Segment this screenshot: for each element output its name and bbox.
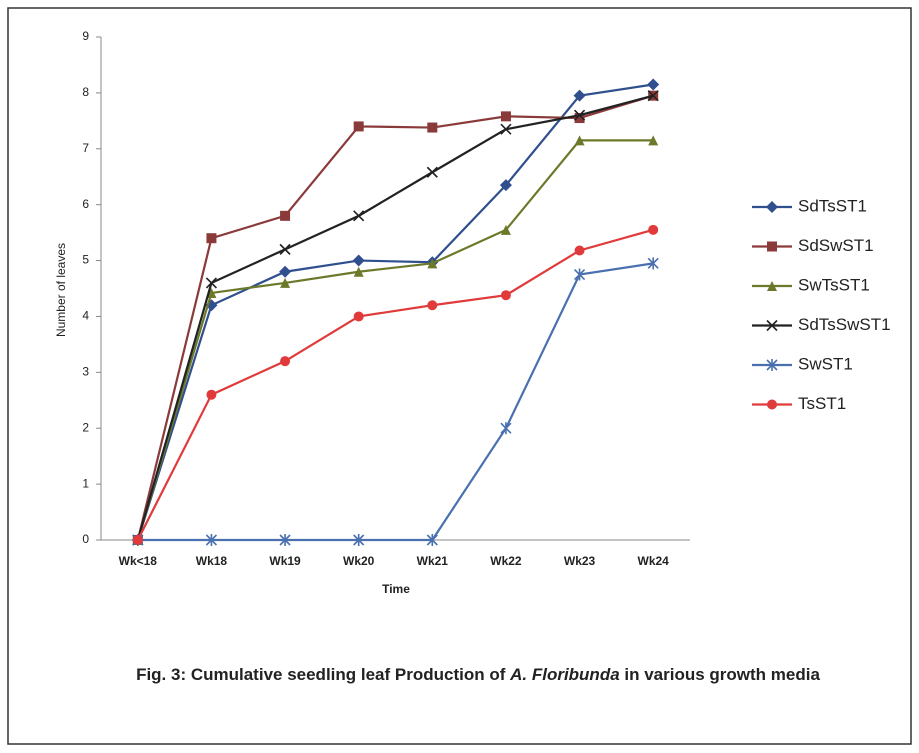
marker (280, 356, 291, 367)
x-tick-label: Wk24 (638, 554, 670, 568)
caption-text: in various growth media (620, 665, 821, 684)
legend-label: SdTsST1 (798, 196, 867, 215)
marker (279, 265, 292, 278)
caption-species: A. Floribunda (509, 665, 620, 684)
marker (766, 201, 778, 213)
series-line (137, 262, 654, 542)
marker (648, 135, 659, 146)
marker (280, 277, 291, 288)
x-tick-label: Wk19 (269, 554, 301, 568)
y-tick-label: 3 (82, 365, 89, 379)
series-line (136, 139, 654, 541)
y-tick-label: 1 (82, 476, 89, 490)
caption-text: Fig. 3: Cumulative seedling leaf Product… (136, 665, 510, 684)
marker (574, 135, 585, 146)
marker (205, 534, 218, 546)
marker (573, 89, 586, 102)
x-tick-label: Wk22 (490, 554, 522, 568)
marker (353, 311, 364, 322)
marker (353, 534, 365, 546)
series-line (136, 83, 654, 541)
x-tick-label: Wk20 (343, 554, 375, 568)
marker (767, 399, 777, 410)
marker (500, 422, 512, 435)
series-line (136, 94, 654, 541)
marker (205, 277, 218, 289)
marker (766, 359, 778, 371)
legend-label: SdTsSwST1 (798, 315, 891, 334)
marker (132, 535, 143, 545)
x-axis-title: Time (382, 582, 410, 596)
x-tick-label: Wk23 (564, 554, 596, 568)
marker (427, 258, 438, 269)
y-tick-label: 9 (82, 29, 89, 43)
legend-label: TsST1 (798, 394, 846, 413)
marker (574, 113, 585, 124)
marker (279, 243, 291, 255)
y-tick-label: 6 (82, 197, 89, 211)
x-tick-label: Wk18 (196, 554, 228, 568)
legend-label: SwTsST1 (798, 275, 870, 294)
marker (766, 319, 778, 332)
marker (767, 281, 777, 291)
marker (499, 179, 512, 192)
marker (647, 257, 659, 270)
y-axis-title: Number of leaves (54, 243, 68, 337)
marker (426, 166, 438, 178)
marker (427, 122, 438, 133)
marker (206, 233, 217, 244)
marker (353, 210, 365, 222)
marker (573, 268, 586, 281)
marker (427, 300, 438, 311)
marker (574, 245, 585, 256)
marker (206, 389, 217, 400)
y-tick-label: 0 (82, 532, 89, 546)
y-tick-label: 5 (82, 253, 89, 267)
series-line (136, 228, 654, 541)
x-tick-label: Wk<18 (119, 554, 158, 568)
marker (353, 121, 364, 132)
caption: Fig. 3: Cumulative seedling leaf Product… (136, 665, 820, 684)
y-tick-label: 2 (82, 420, 89, 434)
legend-label: SwST1 (798, 354, 853, 373)
marker (767, 241, 777, 252)
x-tick-label: Wk21 (417, 554, 449, 568)
marker (279, 534, 291, 546)
marker (280, 210, 291, 221)
marker (426, 534, 438, 546)
marker (573, 109, 586, 121)
marker (647, 78, 660, 91)
marker (352, 254, 365, 267)
marker (648, 224, 659, 235)
y-tick-label: 8 (82, 85, 89, 99)
marker (647, 90, 659, 102)
y-tick-label: 4 (82, 309, 89, 323)
marker (500, 290, 511, 301)
legend-label: SdSwST1 (798, 236, 874, 255)
marker (500, 224, 511, 235)
marker (500, 111, 511, 122)
marker (500, 123, 512, 135)
y-tick-label: 7 (82, 141, 89, 155)
frame (7, 7, 912, 745)
marker (353, 266, 364, 277)
